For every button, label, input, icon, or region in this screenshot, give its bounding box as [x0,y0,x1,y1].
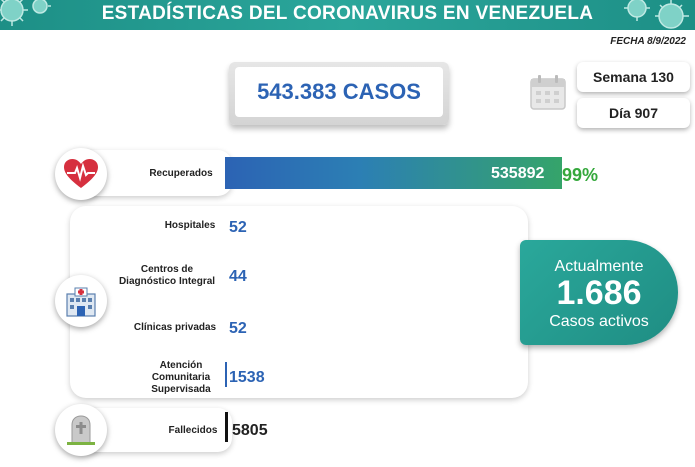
active-cases-caption: Casos activos [549,313,649,330]
recovered-percent: 99% [562,165,599,185]
total-cases-card: 543.383 CASOS [229,62,449,125]
facility-value-community-care: 1538 [229,369,265,386]
recovered-label: Recuperados [149,168,213,179]
facility-label-community-care: Atención Comunitaria Supervisada [151,360,211,395]
virus-icon [624,0,689,29]
community-care-bar [225,362,227,387]
facility-value-hospitals: 52 [229,219,247,236]
active-cases-heading: Actualmente [554,258,644,275]
deceased-bar [225,412,228,442]
page-title: ESTADÍSTICAS DEL CORONAVIRUS EN VENEZUEL… [101,3,594,24]
recovered-bar [225,157,562,189]
hospital-icon [66,287,96,317]
facility-label-cdi: Centros de Diagnóstico Integral [118,264,216,287]
facility-value-private-clinics: 52 [229,320,247,337]
day-badge: Día 907 [577,98,690,128]
facilities-card [70,206,528,398]
total-cases-value: 543.383 CASOS [235,67,443,117]
facilities-icon-circle [55,275,107,327]
deceased-icon-circle [55,404,107,456]
facility-label-hospitals: Hospitales [164,220,216,231]
facility-label-private-clinics: Clínicas privadas [133,322,217,333]
deceased-value: 5805 [232,422,268,439]
facility-value-cdi: 44 [229,268,247,285]
tombstone-icon [67,415,95,445]
recovered-value: 535892 [491,165,545,182]
virus-icon [0,0,51,26]
active-cases-card: Actualmente 1.686 Casos activos [520,240,678,345]
header-banner: ESTADÍSTICAS DEL CORONAVIRUS EN VENEZUEL… [0,0,695,30]
deceased-label: Fallecidos [168,425,218,436]
active-cases-value: 1.686 [556,274,642,312]
week-badge: Semana 130 [577,62,690,92]
heart-icon [64,159,98,188]
recovered-icon-circle [55,148,107,200]
report-date: FECHA 8/9/2022 [610,36,686,47]
calendar-icon [530,75,566,110]
